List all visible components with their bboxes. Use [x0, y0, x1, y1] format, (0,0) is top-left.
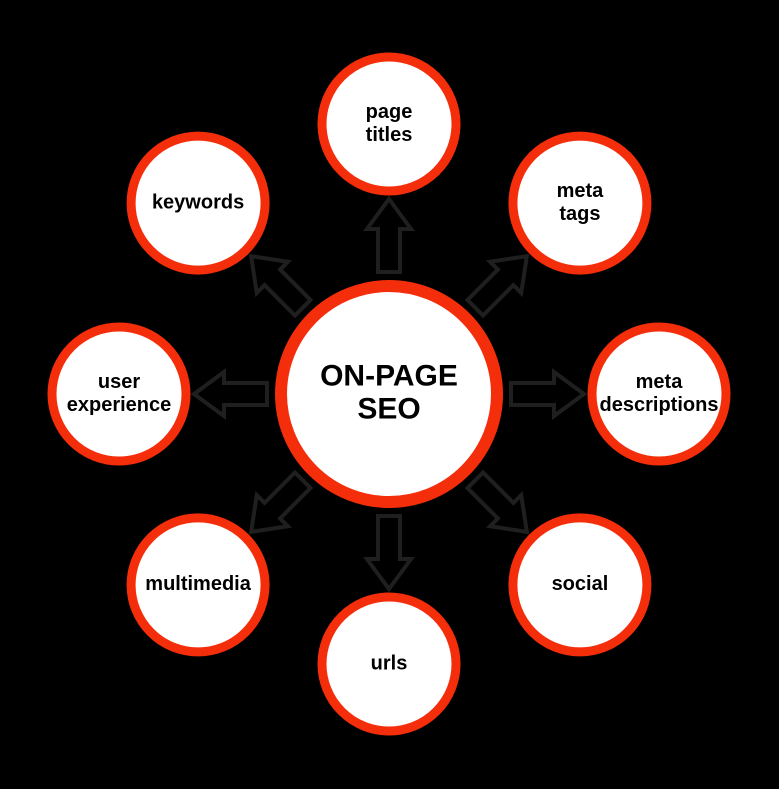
outer-node-label: meta: [557, 180, 605, 202]
outer-node-label: user: [98, 371, 140, 393]
diagram-root: pagetitlesmetatagsmetadescriptionssocial…: [0, 0, 779, 789]
outer-node-label: page: [366, 101, 413, 123]
outer-node-label: meta: [636, 371, 684, 393]
outer-node-label: descriptions: [600, 394, 719, 416]
outer-node-label: social: [552, 573, 609, 595]
center-label-line2: SEO: [357, 392, 420, 425]
outer-node-label: titles: [366, 124, 413, 146]
outer-node-label: experience: [67, 394, 172, 416]
center-label-line1: ON-PAGE: [320, 359, 458, 392]
outer-node-label: keywords: [152, 191, 244, 213]
outer-node-label: tags: [559, 203, 600, 225]
outer-node-label: urls: [371, 652, 408, 674]
outer-node-label: multimedia: [145, 573, 251, 595]
